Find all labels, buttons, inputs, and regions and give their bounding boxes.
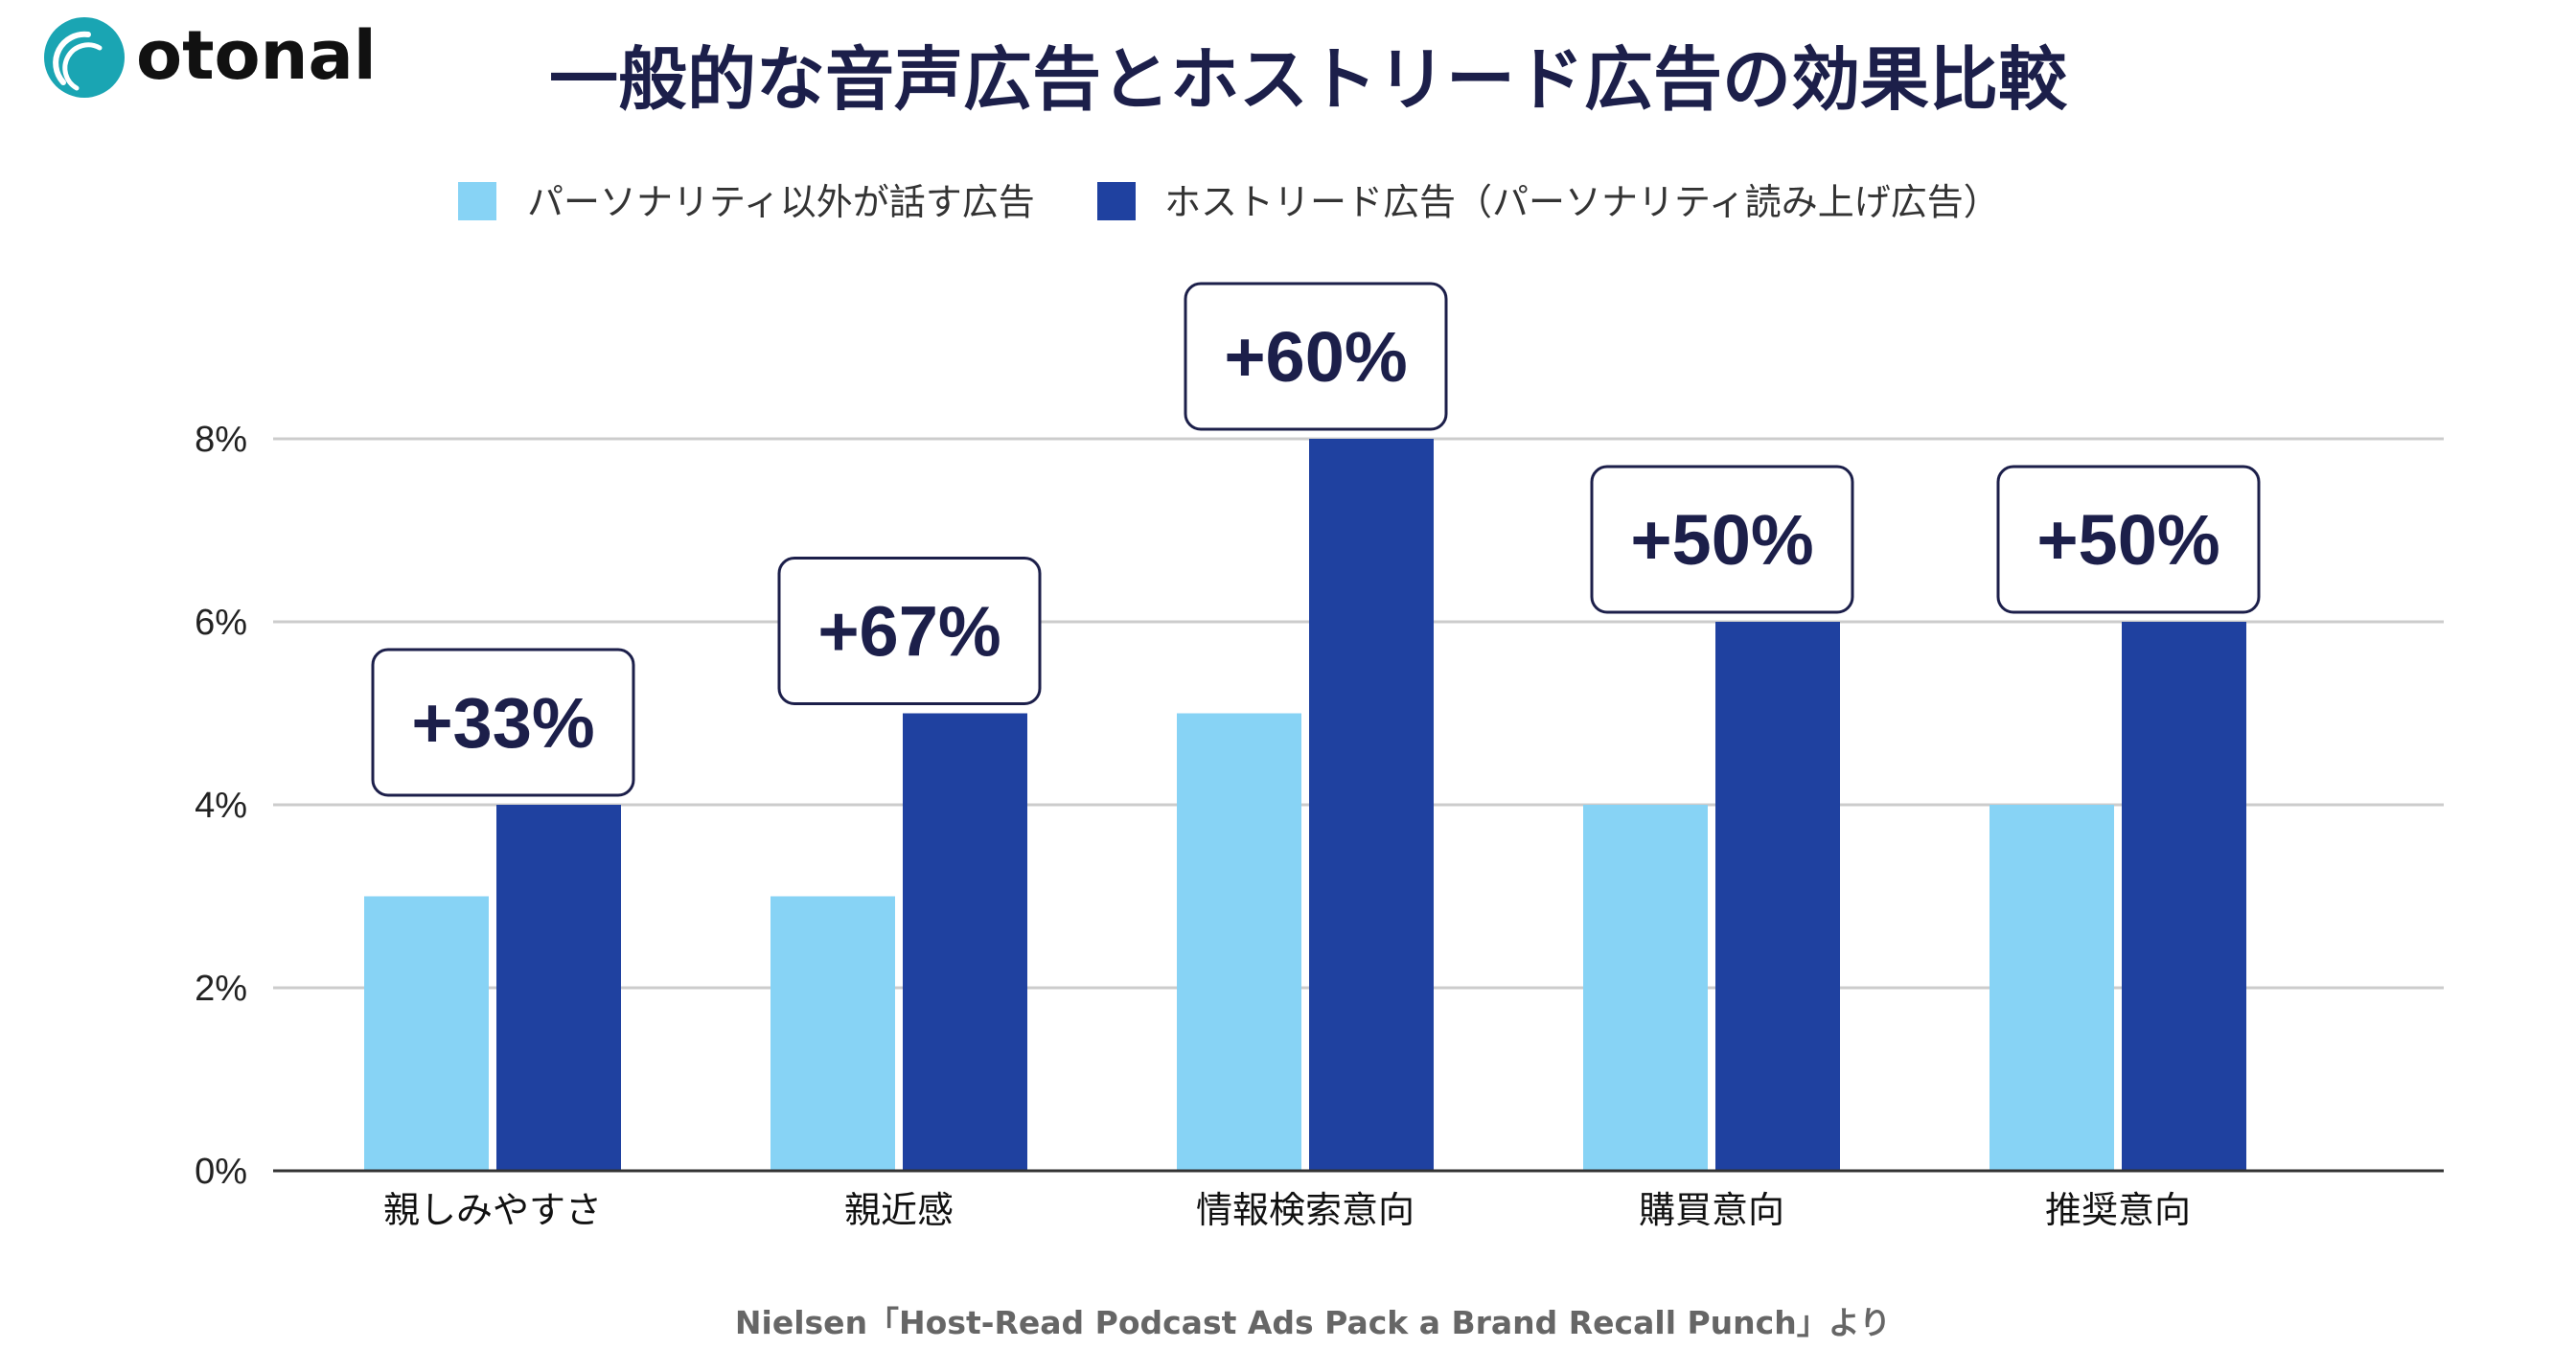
logo-wave-icon (53, 31, 91, 85)
bar-other-speaker-2 (1177, 713, 1301, 1171)
legend-label-host-read: ホストリード広告（パーソナリティ読み上げ広告） (1164, 181, 2000, 223)
callout-box-4 (1996, 465, 2261, 614)
bar-other-speaker-0 (364, 896, 489, 1171)
y-tick-label: 2% (195, 969, 247, 1009)
x-category-label: 親近感 (844, 1189, 954, 1231)
legend-label-other-speaker: パーソナリティ以外が話す広告 (527, 181, 1035, 223)
callout-lift-label: +50% (1630, 500, 1813, 580)
x-category-label: 購買意向 (1639, 1189, 1784, 1231)
callout-lift-label: +33% (411, 683, 594, 763)
callout-box-0 (371, 648, 635, 797)
bar-host-read-0 (496, 805, 621, 1171)
source-note: Nielsen「Host-Read Podcast Ads Pack a Bra… (735, 1304, 1891, 1341)
otonal-logo: otonal (44, 16, 377, 98)
bar-host-read-2 (1309, 439, 1434, 1171)
callout-box-1 (777, 557, 1042, 705)
bar-host-read-4 (2122, 622, 2246, 1171)
y-tick-label: 4% (195, 786, 247, 826)
logo-disc-icon (44, 17, 125, 98)
y-tick-label: 8% (195, 420, 247, 460)
bar-host-read-1 (903, 713, 1027, 1171)
callout-lift-label: +50% (2036, 500, 2220, 580)
bar-other-speaker-3 (1583, 805, 1708, 1171)
bars (364, 439, 2246, 1171)
logo-wave-inner-icon (62, 42, 103, 91)
y-tick-label: 6% (195, 603, 247, 643)
y-axis-ticks: 0% 2% 4% 6% 8% (195, 420, 247, 1192)
legend-swatch-other-speaker (458, 182, 496, 220)
callouts: +33% +67% +60% +50% +50% (371, 282, 2261, 797)
callout-box-3 (1590, 465, 1854, 614)
x-category-label: 情報検索意向 (1196, 1189, 1414, 1231)
x-category-label: 推奨意向 (2045, 1189, 2191, 1231)
y-tick-label: 0% (195, 1152, 247, 1192)
callout-box-2 (1184, 282, 1448, 431)
logo-wordmark: otonal (136, 16, 377, 95)
x-axis-categories: 親しみやすさ 親近感 情報検索意向 購買意向 推奨意向 (383, 1189, 2191, 1231)
bar-other-speaker-1 (770, 896, 895, 1171)
bar-host-read-3 (1715, 622, 1840, 1171)
callout-lift-label: +67% (817, 592, 1000, 672)
legend: パーソナリティ以外が話す広告 ホストリード広告（パーソナリティ読み上げ広告） (458, 181, 2000, 223)
callout-lift-label: +60% (1224, 317, 1407, 397)
x-category-label: 親しみやすさ (383, 1189, 602, 1231)
legend-swatch-host-read (1097, 182, 1136, 220)
chart-title: 一般的な音声広告とホストリード広告の効果比較 (549, 39, 2068, 120)
bar-other-speaker-4 (1990, 805, 2114, 1171)
